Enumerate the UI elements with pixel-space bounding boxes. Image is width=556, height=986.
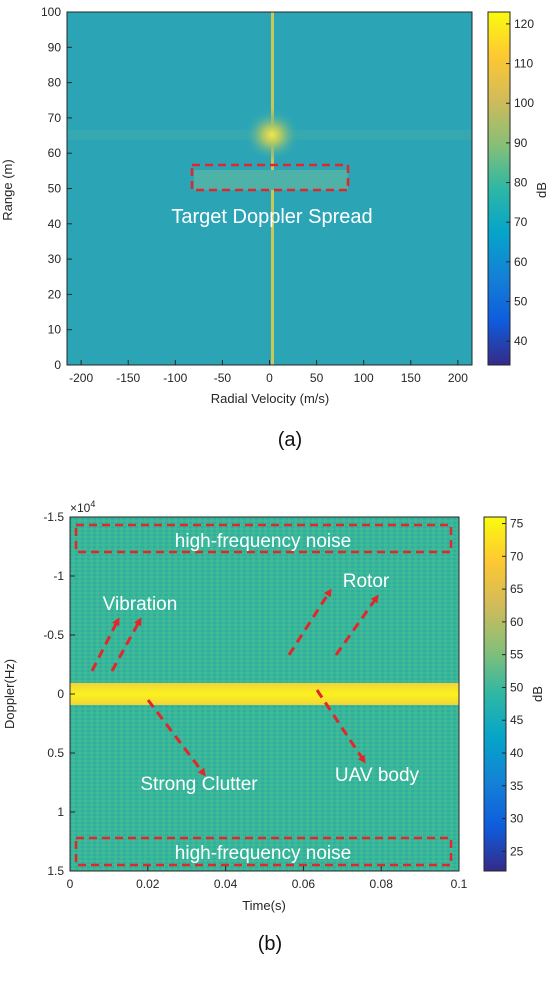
- panel-b-colorbar-tick-label: 60: [510, 615, 524, 629]
- panel-a-y-tick-label: 0: [54, 358, 61, 372]
- panel-a-x-label: Radial Velocity (m/s): [211, 391, 329, 406]
- panel-b-rotor-arrow-1: [287, 588, 332, 656]
- panel-a-colorbar-label: dB: [534, 182, 549, 198]
- panel-b-colorbar: [483, 516, 507, 872]
- panel-b-colorbar-tick-label: 35: [510, 779, 524, 793]
- panel-a-y-ticks: 0 10 20 30 40 50 60 70 80 90 100: [41, 5, 72, 372]
- panel-b-clutter-label: Strong Clutter: [140, 774, 258, 795]
- panel-b-x-tick-label: 0.1: [451, 877, 468, 891]
- panel-b-colorbar-tick-label: 40: [510, 746, 524, 760]
- panel-b-micro-doppler-spectrogram: high-frequency noise high-frequency nois…: [2, 499, 545, 955]
- panel-b-y-multiplier: ×104: [70, 499, 95, 515]
- panel-a-colorbar-tick-label: 40: [514, 334, 528, 348]
- panel-b-noise-label-bottom: high-frequency noise: [175, 843, 351, 864]
- panel-b-colorbar-tick-label: 45: [510, 713, 524, 727]
- panel-b-x-tick-label: 0.04: [214, 877, 238, 891]
- panel-b-colorbar-tick-label: 55: [510, 648, 524, 662]
- panel-b-clutter-arrow: [146, 699, 206, 777]
- panel-b-y-tick-label: -0.5: [43, 628, 64, 642]
- panel-b-x-tick-label: 0.08: [370, 877, 394, 891]
- panel-b-x-tick-label: 0: [67, 877, 74, 891]
- panel-b-y-tick-label: 0: [57, 687, 64, 701]
- panel-b-colorbar-tick-label: 70: [510, 549, 524, 563]
- panel-b-x-tick-label: 0.02: [136, 877, 160, 891]
- panel-b-y-label: Doppler(Hz): [2, 659, 17, 729]
- panel-b-colorbar-tick-label: 30: [510, 812, 524, 826]
- panel-b-colorbar-tick-label: 50: [510, 680, 524, 694]
- panel-a-colorbar-tick-label: 110: [514, 57, 533, 71]
- panel-a-x-tick-label: 50: [310, 371, 324, 385]
- panel-b-y-tick-label: 1.5: [47, 864, 64, 878]
- panel-a-target-hotspot: [244, 109, 300, 161]
- panel-a-colorbar-tick-label: 70: [514, 215, 528, 229]
- panel-b-x-label: Time(s): [242, 898, 286, 913]
- panel-b-x-tick-label: 0.06: [292, 877, 316, 891]
- panel-a-colorbar: [487, 11, 511, 366]
- panel-b-colorbar-tick-label: 75: [510, 517, 524, 531]
- panel-a-colorbar-tick-label: 80: [514, 176, 528, 190]
- panel-a-x-tick-label: 0: [266, 371, 273, 385]
- panel-a-y-tick-label: 20: [48, 287, 62, 301]
- panel-b-y-multiplier-exp: 4: [90, 499, 95, 509]
- panel-b-vibration-label: Vibration: [103, 594, 178, 615]
- panel-a-x-tick-label: 200: [448, 371, 468, 385]
- panel-a-y-tick-label: 80: [48, 76, 62, 90]
- panel-a-x-tick-label: -150: [116, 371, 140, 385]
- panel-b-vibration-arrow-1: [90, 617, 120, 672]
- panel-a-x-tick-label: 100: [354, 371, 374, 385]
- panel-b-colorbar-ticks: 25 30 35 40 45 50 55 60 65 70 75: [502, 517, 524, 858]
- panel-b-body-label: UAV body: [335, 765, 420, 786]
- panel-a-annotation-box: [190, 163, 350, 192]
- panel-b-y-multiplier-base: ×10: [70, 501, 91, 515]
- panel-a-y-tick-label: 30: [48, 252, 62, 266]
- panel-a-x-tick-label: -50: [214, 371, 232, 385]
- panel-a-colorbar-tick-label: 50: [514, 295, 528, 309]
- panel-a-x-tick-label: -100: [163, 371, 187, 385]
- panel-b-y-tick-label: 0.5: [47, 746, 64, 760]
- panel-a-colorbar-tick-label: 120: [514, 17, 534, 31]
- panel-a-x-ticks: -200 -150 -100 -50 0 50 100 150 200: [69, 360, 468, 385]
- panel-b-y-tick-label: -1: [53, 569, 64, 583]
- panel-a-annotation-label: Target Doppler Spread: [171, 206, 372, 228]
- panel-b-noise-box-bottom: [74, 836, 453, 867]
- panel-b-y-ticks: -1.5 -1 -0.5 0 0.5 1 1.5: [43, 510, 75, 878]
- panel-a-range-doppler-map: Target Doppler Spread -200 -150 -100 -50 0 50…: [0, 5, 549, 451]
- panel-a-x-tick-label: 150: [401, 371, 421, 385]
- panel-a-y-tick-label: 60: [48, 146, 62, 160]
- panel-a-colorbar-tick-label: 90: [514, 136, 528, 150]
- panel-a-y-label: Range (m): [0, 159, 15, 220]
- panel-b-body-line: [70, 683, 459, 705]
- panel-b-y-tick-label: -1.5: [43, 510, 64, 524]
- panel-b-vibration-arrow-2: [110, 617, 142, 672]
- panel-b-rotor-label: Rotor: [343, 571, 390, 592]
- panel-b-colorbar-tick-label: 25: [510, 844, 524, 858]
- panel-a-caption: (a): [278, 429, 302, 451]
- panel-a-x-tick-label: -200: [69, 371, 93, 385]
- panel-b-colorbar-label: dB: [530, 686, 545, 702]
- panel-a-spread-band: [194, 170, 348, 190]
- panel-a-colorbar-tick-label: 100: [514, 96, 534, 110]
- panel-b-colorbar-tick-label: 65: [510, 582, 524, 596]
- panel-a-y-tick-label: 10: [48, 323, 62, 337]
- panel-b-x-ticks: 0 0.02 0.04 0.06 0.08 0.1: [67, 866, 468, 891]
- panel-b-rotor-arrow-2: [334, 594, 379, 656]
- panel-a-y-tick-label: 100: [41, 5, 61, 19]
- panel-b-noise-box-top: [74, 523, 453, 554]
- panel-b-y-tick-label: 1: [57, 805, 64, 819]
- panel-a-y-tick-label: 40: [48, 217, 62, 231]
- panel-a-colorbar-tick-label: 60: [514, 255, 528, 269]
- panel-b-noise-label-top: high-frequency noise: [175, 531, 351, 552]
- panel-a-y-tick-label: 90: [48, 40, 62, 54]
- panel-b-caption: (b): [258, 933, 282, 955]
- panel-a-y-tick-label: 70: [48, 111, 62, 125]
- panel-a-colorbar-ticks: 40 50 60 70 80 90 100 110 120: [506, 17, 534, 348]
- panel-a-y-tick-label: 50: [48, 182, 62, 196]
